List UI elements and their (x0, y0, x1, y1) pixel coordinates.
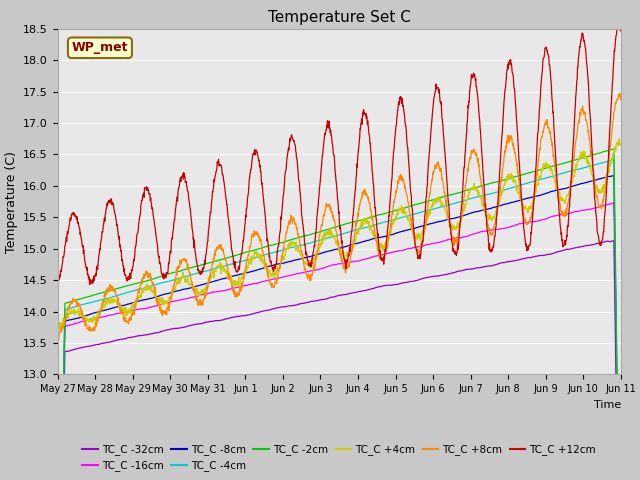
TC_C -4cm (610, 157, 618, 163)
TC_C -8cm (610, 173, 618, 179)
TC_C +8cm (99, 301, 106, 307)
TC_C +8cm (616, 91, 623, 96)
TC_C -8cm (600, 175, 607, 180)
TC_C -16cm (506, 224, 514, 230)
TC_C +12cm (617, 28, 625, 34)
TC_C +4cm (111, 298, 118, 304)
TC_C +4cm (99, 307, 106, 313)
Text: WP_met: WP_met (72, 41, 128, 54)
TC_C -4cm (266, 251, 273, 256)
TC_C -4cm (110, 294, 118, 300)
TC_C -2cm (98, 290, 106, 296)
Line: TC_C +4cm: TC_C +4cm (58, 139, 621, 330)
TC_C +8cm (506, 133, 514, 139)
TC_C +12cm (266, 252, 273, 258)
TC_C -2cm (266, 243, 273, 249)
TC_C +8cm (525, 219, 532, 225)
TC_C +8cm (600, 193, 608, 199)
Line: TC_C -2cm: TC_C -2cm (58, 149, 621, 480)
Line: TC_C -4cm: TC_C -4cm (58, 160, 621, 480)
TC_C +8cm (617, 96, 625, 102)
TC_C -16cm (600, 203, 607, 208)
Y-axis label: Temperature (C): Temperature (C) (4, 151, 17, 252)
TC_C -2cm (600, 149, 607, 155)
TC_C +12cm (111, 208, 118, 214)
TC_C -32cm (266, 307, 273, 313)
Line: TC_C -8cm: TC_C -8cm (58, 176, 621, 480)
TC_C -4cm (600, 159, 607, 165)
TC_C -32cm (610, 238, 618, 244)
TC_C +12cm (600, 221, 608, 227)
TC_C -2cm (610, 146, 618, 152)
TC_C -4cm (525, 180, 532, 186)
TC_C -2cm (525, 170, 532, 176)
TC_C -32cm (506, 259, 514, 264)
TC_C -8cm (266, 263, 273, 269)
TC_C +12cm (86, 282, 93, 288)
Title: Temperature Set C: Temperature Set C (268, 10, 411, 25)
TC_C -2cm (110, 287, 118, 292)
Line: TC_C -16cm: TC_C -16cm (58, 203, 621, 480)
TC_C +4cm (615, 136, 623, 142)
TC_C -4cm (98, 297, 106, 302)
Line: TC_C -32cm: TC_C -32cm (58, 241, 621, 480)
TC_C +4cm (55, 327, 63, 333)
X-axis label: Time: Time (593, 400, 621, 409)
TC_C +8cm (54, 334, 61, 340)
TC_C -4cm (506, 185, 514, 191)
TC_C -32cm (110, 338, 118, 344)
TC_C +4cm (266, 268, 273, 274)
TC_C +4cm (506, 173, 514, 179)
TC_C +12cm (525, 243, 532, 249)
TC_C -32cm (600, 239, 607, 245)
Line: TC_C +8cm: TC_C +8cm (58, 94, 621, 339)
TC_C +8cm (55, 336, 63, 342)
TC_C -8cm (525, 195, 532, 201)
TC_C -16cm (525, 219, 532, 225)
TC_C -8cm (506, 200, 514, 206)
Legend: TC_C -32cm, TC_C -16cm, TC_C -8cm, TC_C -4cm, TC_C -2cm, TC_C +4cm, TC_C +8cm, T: TC_C -32cm, TC_C -16cm, TC_C -8cm, TC_C … (78, 440, 600, 476)
TC_C +12cm (99, 229, 106, 235)
TC_C -32cm (525, 254, 532, 260)
TC_C +8cm (266, 277, 273, 283)
TC_C +12cm (54, 281, 61, 287)
TC_C -32cm (98, 340, 106, 346)
TC_C +4cm (617, 143, 625, 148)
TC_C -16cm (266, 277, 273, 283)
TC_C +8cm (111, 287, 118, 292)
TC_C -2cm (506, 176, 514, 181)
TC_C -8cm (110, 305, 118, 311)
TC_C +4cm (600, 186, 608, 192)
TC_C -8cm (98, 308, 106, 314)
TC_C +4cm (54, 326, 61, 332)
TC_C -16cm (98, 314, 106, 320)
TC_C +12cm (614, 17, 621, 23)
TC_C +12cm (506, 58, 514, 64)
TC_C -16cm (610, 200, 618, 206)
Line: TC_C +12cm: TC_C +12cm (58, 20, 621, 285)
TC_C +4cm (525, 204, 532, 210)
TC_C -16cm (110, 312, 118, 317)
